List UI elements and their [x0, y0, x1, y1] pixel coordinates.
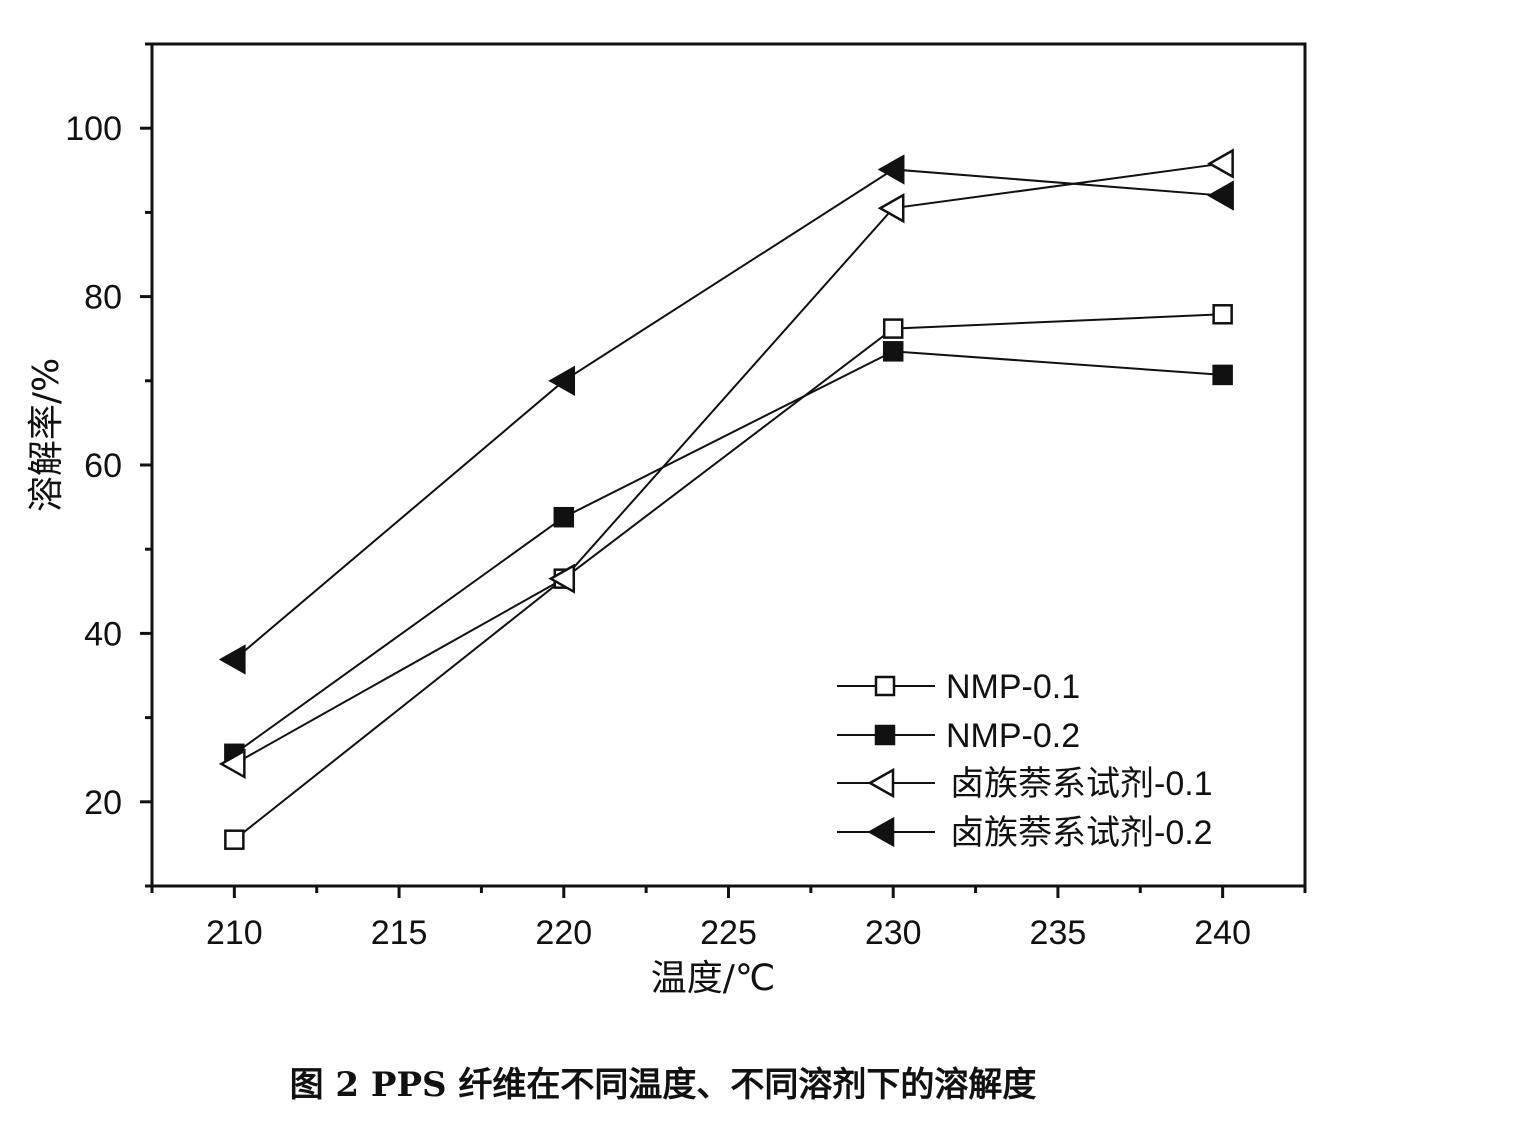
legend-label: NMP-0.1	[946, 668, 1080, 706]
data-point-series-2	[218, 748, 246, 780]
legend-marker	[874, 675, 896, 697]
legend-marker	[867, 767, 895, 799]
data-point-series-1	[882, 341, 904, 362]
data-point-series-2	[1207, 148, 1234, 179]
y-tick-label: 20	[84, 784, 122, 822]
y-axis-label: 溶解率/%	[26, 358, 67, 512]
data-point-series-2	[548, 563, 576, 594]
data-point-series-3	[218, 644, 246, 675]
data-point-series-1	[553, 506, 575, 528]
y-tick-label: 100	[65, 110, 122, 148]
data-point-series-0	[224, 829, 245, 850]
series-line-3	[233, 168, 1223, 661]
plot-frame	[150, 42, 1307, 888]
y-tick-label: 60	[84, 447, 122, 485]
data-point-series-3	[548, 365, 576, 396]
x-tick-label: 225	[700, 914, 757, 952]
legend-label: 卤族萘系试剂-0.2	[950, 814, 1213, 852]
legend-label: 卤族萘系试剂-0.1	[950, 765, 1213, 803]
y-tick-label: 80	[84, 279, 122, 317]
legend-marker	[874, 724, 896, 746]
x-tick-label: 210	[206, 914, 263, 952]
data-point-series-3	[1207, 180, 1234, 211]
data-point-series-3	[877, 154, 905, 185]
x-tick-label: 215	[371, 914, 428, 952]
data-point-series-0	[882, 318, 904, 339]
figure-caption: 图 2 PPS 纤维在不同温度、不同溶剂下的溶解度	[290, 1065, 1037, 1105]
x-axis-label: 温度/℃	[651, 958, 776, 999]
legend-marker	[867, 816, 895, 848]
series-line-0	[233, 313, 1223, 841]
legend-label: NMP-0.2	[946, 717, 1080, 755]
y-tick-label: 40	[84, 615, 122, 653]
x-tick-label: 220	[535, 914, 592, 952]
data-point-series-1	[1212, 364, 1233, 386]
x-tick-label: 230	[865, 914, 922, 952]
data-point-series-2	[877, 193, 905, 224]
data-point-series-0	[1212, 304, 1233, 325]
x-tick-label: 240	[1194, 914, 1251, 952]
series-line-1	[233, 350, 1223, 755]
x-tick-label: 235	[1030, 914, 1087, 952]
series-line-2	[233, 162, 1223, 765]
